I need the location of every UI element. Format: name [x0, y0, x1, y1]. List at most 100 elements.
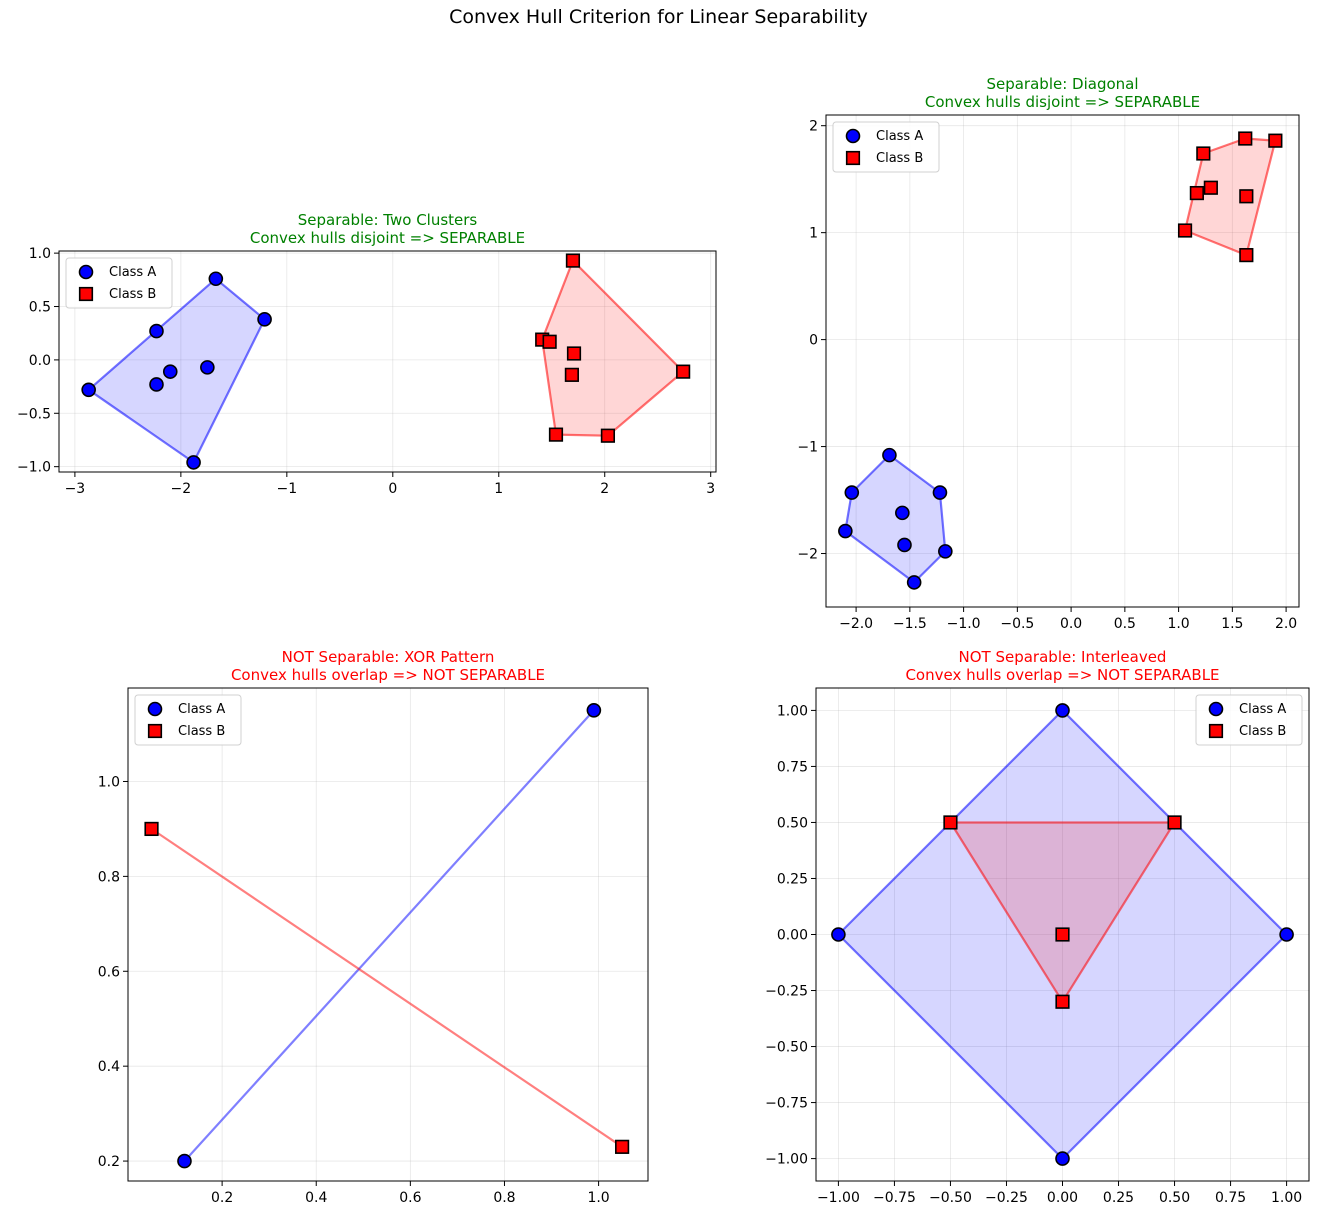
x-tick-label: 0.4 — [305, 1190, 327, 1206]
class-b-point — [548, 427, 564, 442]
subplot-diagonal: −2.0 −1.5 −1.0 −0.5 0.0 0.5 1.0 1.5 2.0 −2 −1 0 1 2 Se… — [797, 75, 1300, 632]
class-a-point — [186, 455, 201, 470]
class-a-points — [838, 447, 953, 590]
tick-labels: −1.00 −0.75 −0.50 −0.25 0.00 0.25 0.50 0.75 1.00… — [765, 703, 1302, 1206]
class-b-point — [676, 364, 691, 379]
y-tick-label: 0.4 — [98, 1059, 120, 1075]
axes-frame — [825, 114, 1300, 608]
x-tick-label: 1.0 — [1167, 616, 1189, 632]
y-tick-label: 0.25 — [777, 871, 808, 887]
y-tick-label: −0.25 — [765, 984, 808, 1000]
legend-class-b-label: Class B — [178, 724, 225, 739]
class-b-point — [1055, 927, 1070, 942]
y-tick-label: −0.75 — [765, 1096, 808, 1112]
subplot-subtitle: Convex hulls disjoint => SEPARABLE — [925, 93, 1200, 111]
legend: Class A Class B — [134, 694, 242, 746]
y-tick-label: 0.8 — [98, 869, 120, 885]
tick-labels: −2.0 −1.5 −1.0 −0.5 0.0 0.5 1.0 1.5 2.0 −2 −1 0 1 2 — [797, 119, 1297, 632]
x-tick-label: −1 — [277, 481, 298, 497]
grid-lines — [128, 688, 648, 1181]
x-tick-label: 0.8 — [493, 1190, 515, 1206]
x-tick-label: 0.75 — [1215, 1190, 1246, 1206]
legend-class-a-label: Class A — [109, 265, 156, 280]
legend-class-a-label: Class A — [1239, 702, 1286, 717]
class-a-point — [932, 485, 948, 500]
class-a-hull — [844, 454, 947, 584]
legend-class-b-marker — [845, 150, 861, 166]
convex-hulls — [150, 709, 623, 1162]
tick-labels: −3 −2 −1 0 1 2 3 −1.0 −0.5 0.0 0.5 1.0 — [17, 246, 715, 497]
x-tick-label: −1.00 — [817, 1190, 860, 1206]
y-tick-label: 0.75 — [777, 759, 808, 775]
x-tick-label: 0.0 — [1060, 616, 1082, 632]
class-a-point — [906, 575, 922, 590]
subplot-subtitle: Convex hulls overlap => NOT SEPARABLE — [231, 666, 545, 684]
grid-lines — [59, 251, 716, 472]
x-tick-label: 1.00 — [1271, 1190, 1302, 1206]
subplot-subtitle: Convex hulls overlap => NOT SEPARABLE — [905, 666, 1219, 684]
legend-class-b-marker — [1208, 723, 1224, 739]
class-a-point — [1055, 703, 1070, 718]
class-b-point — [1203, 180, 1218, 195]
legend-class-b-marker — [78, 286, 94, 302]
convex-hulls — [87, 259, 685, 464]
legend-class-b-marker — [147, 723, 163, 739]
x-tick-label: −0.25 — [985, 1190, 1028, 1206]
axes-frame — [127, 687, 649, 1182]
legend-class-a-marker — [1208, 701, 1224, 717]
class-a-points — [177, 703, 602, 1169]
y-tick-label: −0.5 — [17, 406, 51, 422]
class-a-points — [81, 271, 272, 470]
class-a-point — [831, 927, 846, 942]
subplot-title: NOT Separable: XOR Pattern — [282, 648, 495, 666]
x-tick-label: −2 — [171, 481, 192, 497]
y-tick-label: −1.00 — [765, 1152, 808, 1168]
class-a-point — [1279, 927, 1294, 942]
class-b-point — [1055, 994, 1070, 1009]
class-a-point — [257, 312, 272, 327]
class-a-point — [149, 323, 164, 339]
class-b-point — [1196, 146, 1211, 161]
class-b-hull — [949, 821, 1176, 1003]
class-b-hull — [1183, 137, 1277, 257]
x-tick-label: −0.5 — [1000, 616, 1034, 632]
figure-title: Convex Hull Criterion for Linear Separab… — [449, 6, 868, 28]
class-a-hull — [183, 709, 595, 1162]
subplot-subtitle: Convex hulls disjoint => SEPARABLE — [250, 229, 525, 247]
class-a-point — [200, 360, 215, 375]
y-tick-label: 1.0 — [29, 246, 51, 262]
subplot-xor-pattern: 0.2 0.4 0.6 0.8 1.0 0.2 0.4 0.6 0.8 1.0 NOT Separa… — [98, 648, 649, 1206]
subplot-two-clusters: −3 −2 −1 0 1 2 3 −1.0 −0.5 0.0 0.5 1.0 Separable: Tw… — [17, 211, 717, 497]
class-b-points — [1177, 131, 1283, 263]
subplot-title: NOT Separable: Interleaved — [959, 648, 1167, 666]
x-tick-label: 2.0 — [1275, 616, 1297, 632]
class-a-point — [895, 505, 910, 521]
class-a-point — [882, 447, 897, 463]
x-tick-label: 0.00 — [1047, 1190, 1078, 1206]
class-b-hull — [541, 259, 685, 437]
y-tick-label: −1.0 — [17, 460, 51, 476]
y-tick-label: 0.0 — [29, 353, 51, 369]
x-tick-label: 0.50 — [1159, 1190, 1190, 1206]
x-tick-label: 1.0 — [587, 1190, 609, 1206]
y-tick-label: 0 — [809, 333, 818, 349]
class-b-point — [1189, 185, 1204, 201]
class-b-points — [535, 253, 691, 443]
legend-class-a-label: Class A — [876, 129, 923, 144]
legend-class-a-marker — [147, 701, 163, 717]
class-b-point — [542, 334, 557, 349]
subplot-interleaved: −1.00 −0.75 −0.50 −0.25 0.00 0.25 0.50 0.75 1.00… — [765, 648, 1310, 1206]
y-tick-label: −0.50 — [765, 1040, 808, 1056]
x-tick-label: 1 — [494, 481, 503, 497]
legend-class-b-label: Class B — [1239, 724, 1286, 739]
class-a-point — [208, 271, 224, 287]
legend-class-a-label: Class A — [178, 702, 225, 717]
x-tick-label: −1.5 — [893, 616, 927, 632]
legend: Class A Class B — [832, 121, 940, 173]
class-b-point — [1167, 815, 1182, 830]
class-a-point — [1055, 1151, 1070, 1166]
grid-lines — [826, 115, 1299, 607]
axes-frame — [58, 250, 717, 473]
subplot-title: Separable: Two Clusters — [298, 211, 478, 229]
